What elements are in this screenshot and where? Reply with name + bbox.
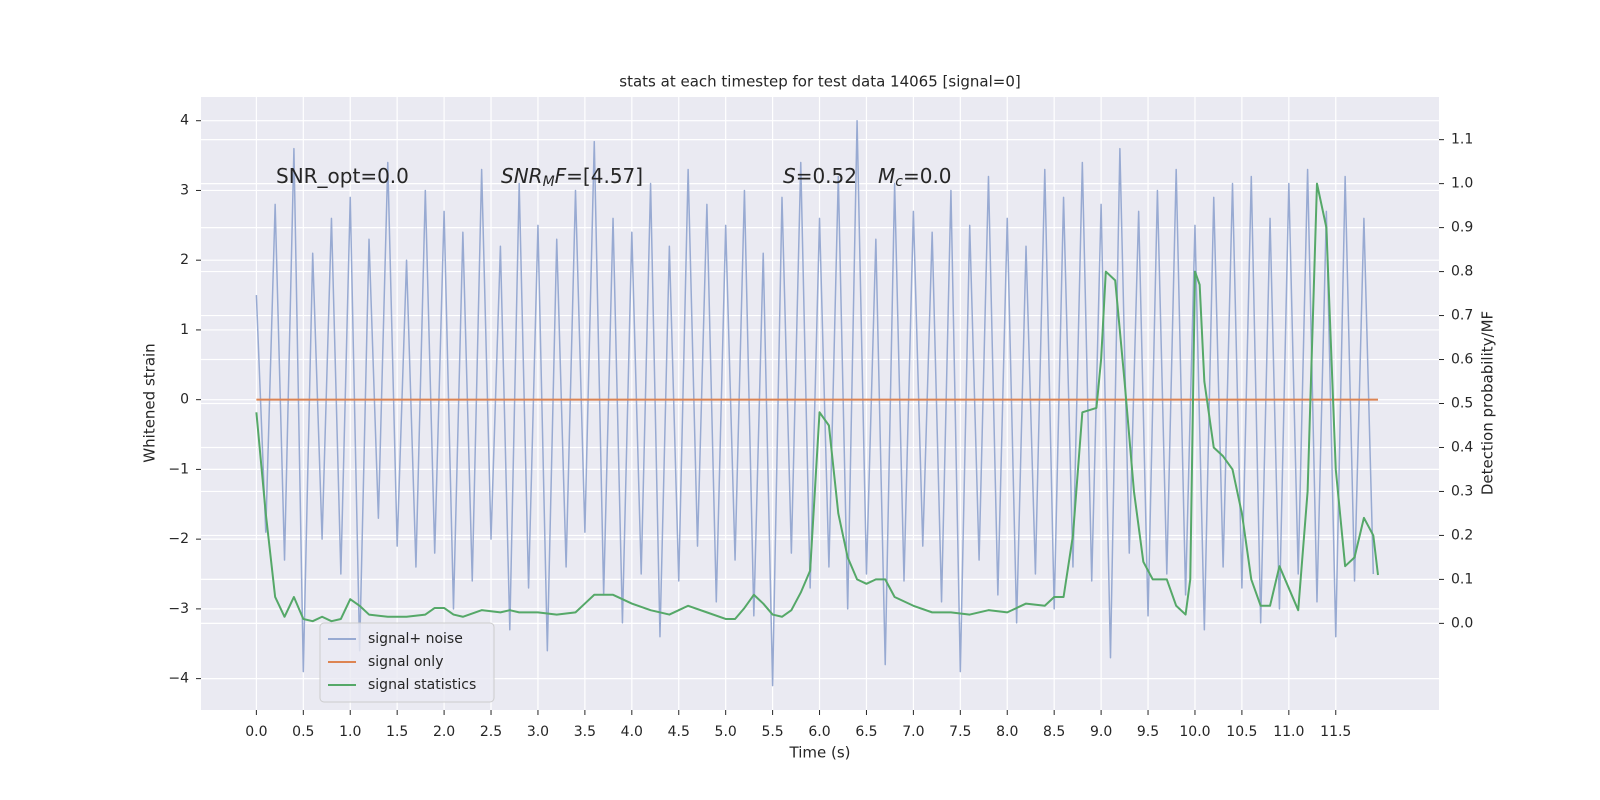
legend-label: signal+ noise [368,631,463,647]
y2-tick-label: 0.1 [1451,571,1473,587]
y2-tick-label: 0.7 [1451,308,1473,324]
y-tick-label: 4 [180,113,189,129]
series-line [255,119,1375,687]
x-tick-label: 5.0 [715,724,737,740]
legend-label: signal only [368,654,443,670]
annotation-part: =0.52 [796,164,857,188]
annotation: SNR_opt=0.0 [276,164,409,188]
annotation: SNRMF=[4.57] [501,164,643,191]
x-tick-label: 10.0 [1179,724,1210,740]
legend-box [319,622,495,703]
annotation: S=0.52 [783,164,857,188]
y2-tick-label: 0.8 [1451,264,1473,280]
x-tick-label: 0.0 [245,724,267,740]
x-tick-label: 5.5 [761,724,783,740]
x-tick-label: 8.0 [996,724,1018,740]
annotation-part: M [878,164,895,188]
y2-tick-label: 0.4 [1451,439,1473,455]
y2-tick-label: 1.1 [1451,132,1473,148]
x-tick-label: 7.5 [949,724,971,740]
x-tick-label: 11.5 [1320,724,1351,740]
x-tick-label: 2.0 [433,724,455,740]
y2-tick-label: 0.2 [1451,527,1473,543]
legend-label: signal statistics [368,677,476,693]
annotation-part: S [783,164,796,188]
x-tick-label: 7.0 [902,724,924,740]
series-line [255,182,1379,623]
y-tick-label: −3 [168,601,189,617]
y-tick-label: 0 [180,392,189,408]
y2-tick-label: 0.3 [1451,483,1473,499]
y-tick-label: 2 [180,252,189,268]
y2-tick-label: 0.9 [1451,220,1473,236]
x-tick-label: 0.5 [292,724,314,740]
annotation-part: SNR [501,164,543,188]
y-tick-label: −4 [168,671,189,687]
x-tick-label: 4.5 [668,724,690,740]
annotation-part: c [895,174,903,190]
annotation-part: SNR_opt=0.0 [276,164,409,188]
x-tick-label: 1.0 [339,724,361,740]
annotation-part: F [555,164,567,188]
chart-title: stats at each timestep for test data 140… [619,73,1020,91]
x-tick-label: 6.5 [855,724,877,740]
y2-tick-label: 0.5 [1451,396,1473,412]
x-tick-label: 9.5 [1137,724,1159,740]
annotation-part: =[4.57] [566,164,643,188]
y-tick-label: −1 [168,461,189,477]
x-tick-label: 9.0 [1090,724,1112,740]
y-tick-label: 3 [180,182,189,198]
x-tick-label: 4.0 [621,724,643,740]
x-tick-label: 2.5 [480,724,502,740]
annotation: Mc=0.0 [878,164,952,191]
x-axis-label: Time (s) [789,744,851,762]
x-tick-label: 8.5 [1043,724,1065,740]
y-tick-label: 1 [180,322,189,338]
y2-tick-label: 0.0 [1451,615,1473,631]
annotation-part: M [543,174,555,190]
y-tick-label: −2 [168,531,189,547]
y2-tick-label: 1.0 [1451,176,1473,192]
y2-tick-label: 0.6 [1451,352,1473,368]
x-tick-label: 10.5 [1226,724,1257,740]
x-tick-label: 1.5 [386,724,408,740]
y2-axis-label: Detection probability/MF [1479,311,1497,495]
x-tick-label: 3.0 [527,724,549,740]
x-tick-label: 11.0 [1273,724,1304,740]
y-axis-label: Whitened strain [141,343,159,462]
annotation-part: =0.0 [903,164,952,188]
legend: signal+ noise signal only signal statistic… [319,622,495,703]
x-tick-label: 3.5 [574,724,596,740]
x-tick-label: 6.0 [808,724,830,740]
